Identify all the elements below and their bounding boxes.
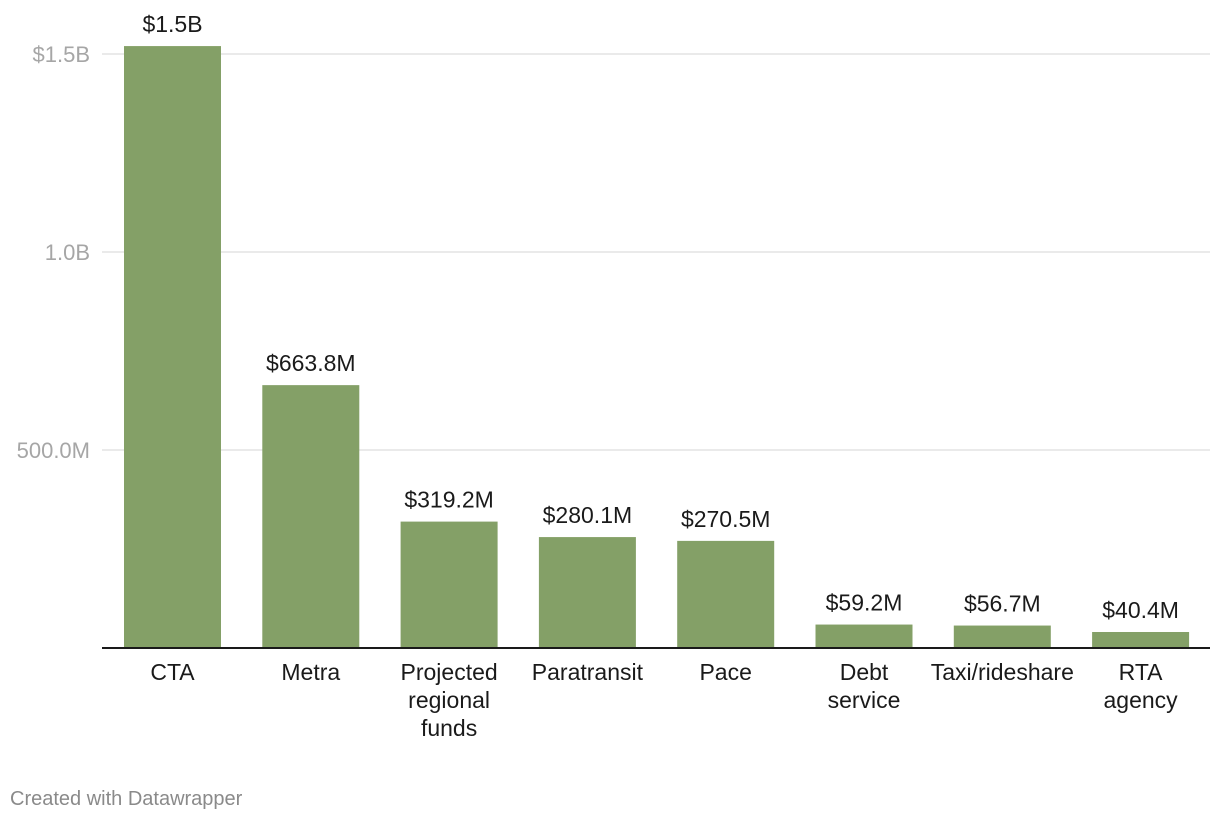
value-label: $280.1M [543,502,633,528]
x-tick-label-line: Debt [840,659,889,685]
x-tick-label: Debt service [828,659,901,713]
bar[interactable] [1092,632,1190,648]
bars [124,46,1190,648]
x-tick-label: CTA [150,659,195,685]
value-label: $40.4M [1102,597,1179,623]
x-tick-label-line: Projected [401,659,498,685]
bar-chart: 500.0M 1.0B $1.5B $1.5B $663.8M $319.2M $280.… [17,11,1210,741]
value-label: $1.5B [142,11,202,37]
bar[interactable] [815,624,913,648]
x-tick-label-line: RTA [1119,659,1164,685]
bar[interactable] [124,46,221,648]
x-tick-label-line: Paratransit [532,659,644,685]
x-tick-label: Metra [281,659,340,685]
x-tick-label: RTA agency [1104,659,1179,713]
y-tick-label: $1.5B [33,42,91,67]
y-tick-label: 500.0M [17,438,90,463]
value-labels: $1.5B $663.8M $319.2M $280.1M $270.5M $59.2M $… [142,11,1179,623]
x-tick-label: Paratransit [532,659,644,685]
x-tick-label-line: Pace [699,659,751,685]
x-tick-label-line: funds [421,715,477,741]
x-tick-label-line: service [828,687,901,713]
x-tick-label-line: regional [408,687,490,713]
bar[interactable] [538,537,636,648]
value-label: $270.5M [681,506,771,532]
x-tick-label-line: agency [1104,687,1179,713]
y-axis-ticks: 500.0M 1.0B $1.5B [17,42,90,463]
x-tick-label: Taxi/rideshare [931,659,1074,685]
bar[interactable] [262,385,360,648]
x-tick-label: Pace [699,659,751,685]
value-label: $59.2M [826,590,903,616]
bar[interactable] [953,625,1051,648]
x-tick-label-line: CTA [150,659,195,685]
x-tick-label-line: Taxi/rideshare [931,659,1074,685]
x-tick-label: Projected regional funds [401,659,498,741]
bar[interactable] [400,521,498,648]
value-label: $319.2M [404,487,494,513]
value-label: $663.8M [266,350,356,376]
value-label: $56.7M [964,591,1041,617]
bar[interactable] [677,540,775,648]
x-axis-labels: CTA Metra Projected regional funds Paratransi… [150,659,1178,741]
y-tick-label: 1.0B [45,240,90,265]
credit-text[interactable]: Created with Datawrapper [10,788,243,810]
x-tick-label-line: Metra [281,659,340,685]
